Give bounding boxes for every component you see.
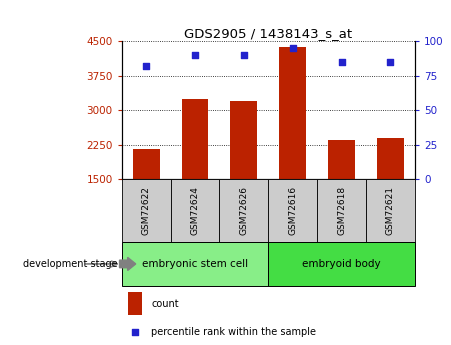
Bar (182, 99, 208, 179)
Text: embryonic stem cell: embryonic stem cell (142, 259, 248, 269)
Text: count: count (151, 299, 179, 309)
Title: GDS2905 / 1438143_s_at: GDS2905 / 1438143_s_at (184, 27, 352, 40)
Bar (377, 138, 404, 179)
Bar (230, 101, 258, 179)
Text: development stage: development stage (23, 259, 117, 269)
Bar (122, 241, 268, 286)
Bar (122, 179, 170, 242)
Bar (128, 292, 143, 315)
Text: percentile rank within the sample: percentile rank within the sample (151, 327, 316, 337)
Bar (317, 179, 366, 242)
Text: GSM72626: GSM72626 (239, 186, 249, 235)
Point (143, 63, 150, 69)
Point (191, 52, 198, 58)
Text: GSM72622: GSM72622 (142, 186, 151, 235)
Bar (220, 179, 268, 242)
Point (131, 329, 138, 335)
Bar (133, 149, 160, 179)
Bar (366, 179, 415, 242)
Text: embryoid body: embryoid body (302, 259, 381, 269)
Point (338, 59, 345, 65)
Point (387, 59, 394, 65)
Bar (279, 47, 306, 179)
Text: GSM72618: GSM72618 (337, 186, 346, 235)
Point (289, 46, 296, 51)
Text: GSM72616: GSM72616 (288, 186, 297, 235)
Point (240, 52, 248, 58)
Bar (268, 179, 317, 242)
Text: GSM72624: GSM72624 (191, 186, 199, 235)
Bar (170, 179, 220, 242)
Text: GSM72621: GSM72621 (386, 186, 395, 235)
Bar (268, 241, 415, 286)
Bar (328, 140, 355, 179)
